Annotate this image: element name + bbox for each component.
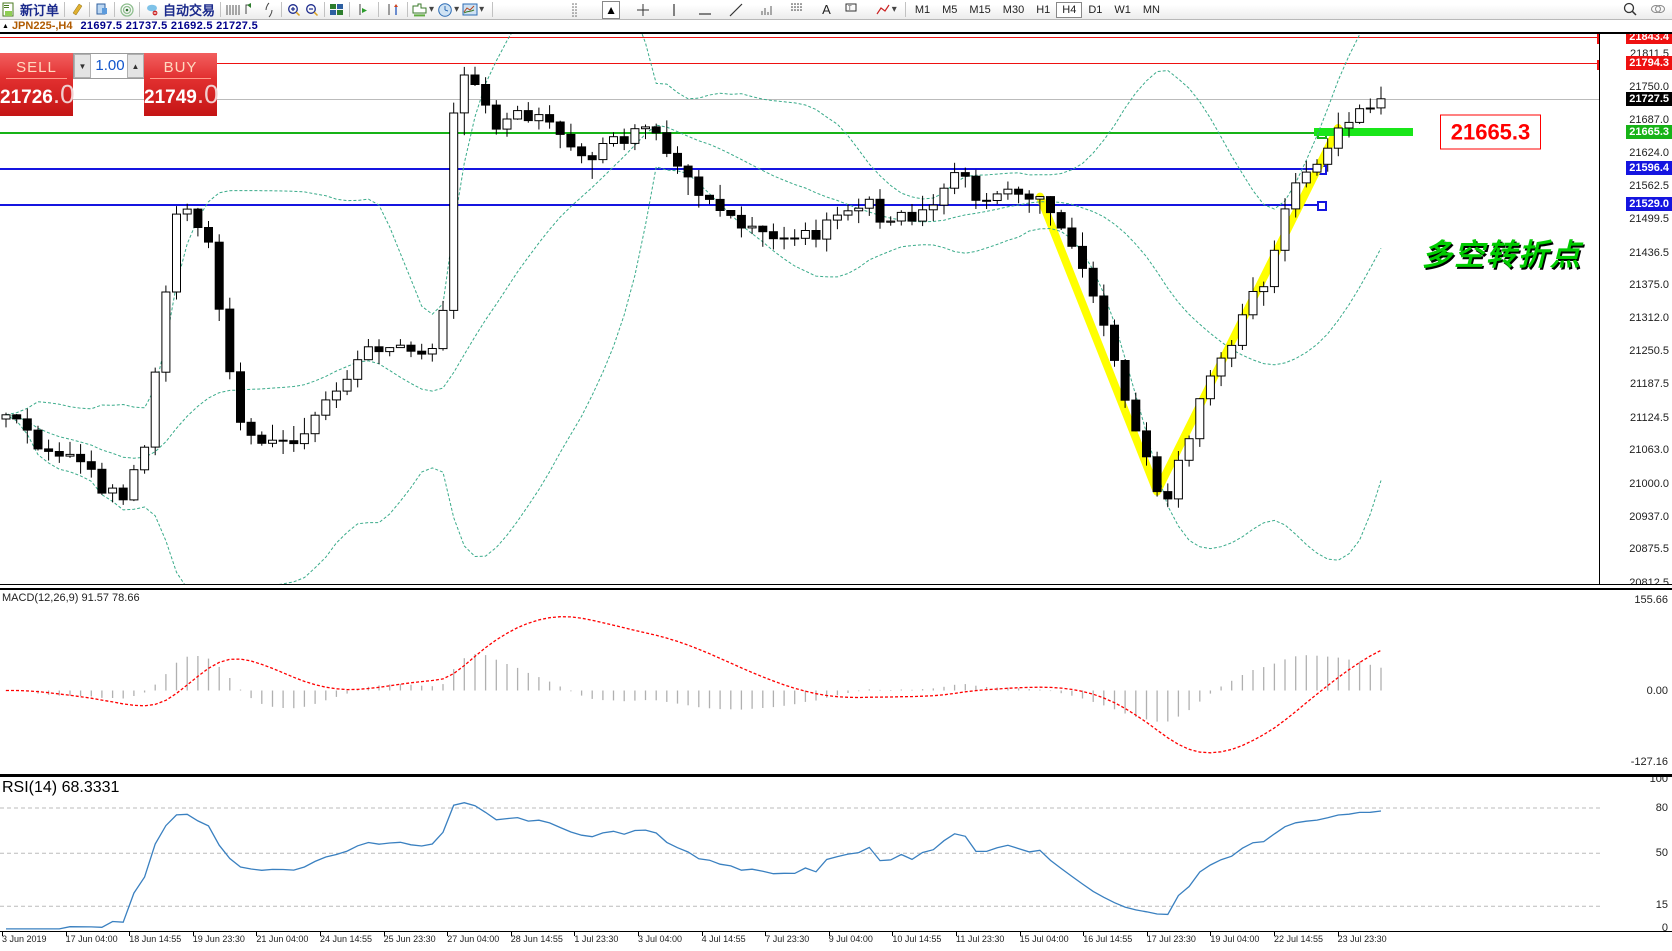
svg-text:T: T [848,6,852,12]
